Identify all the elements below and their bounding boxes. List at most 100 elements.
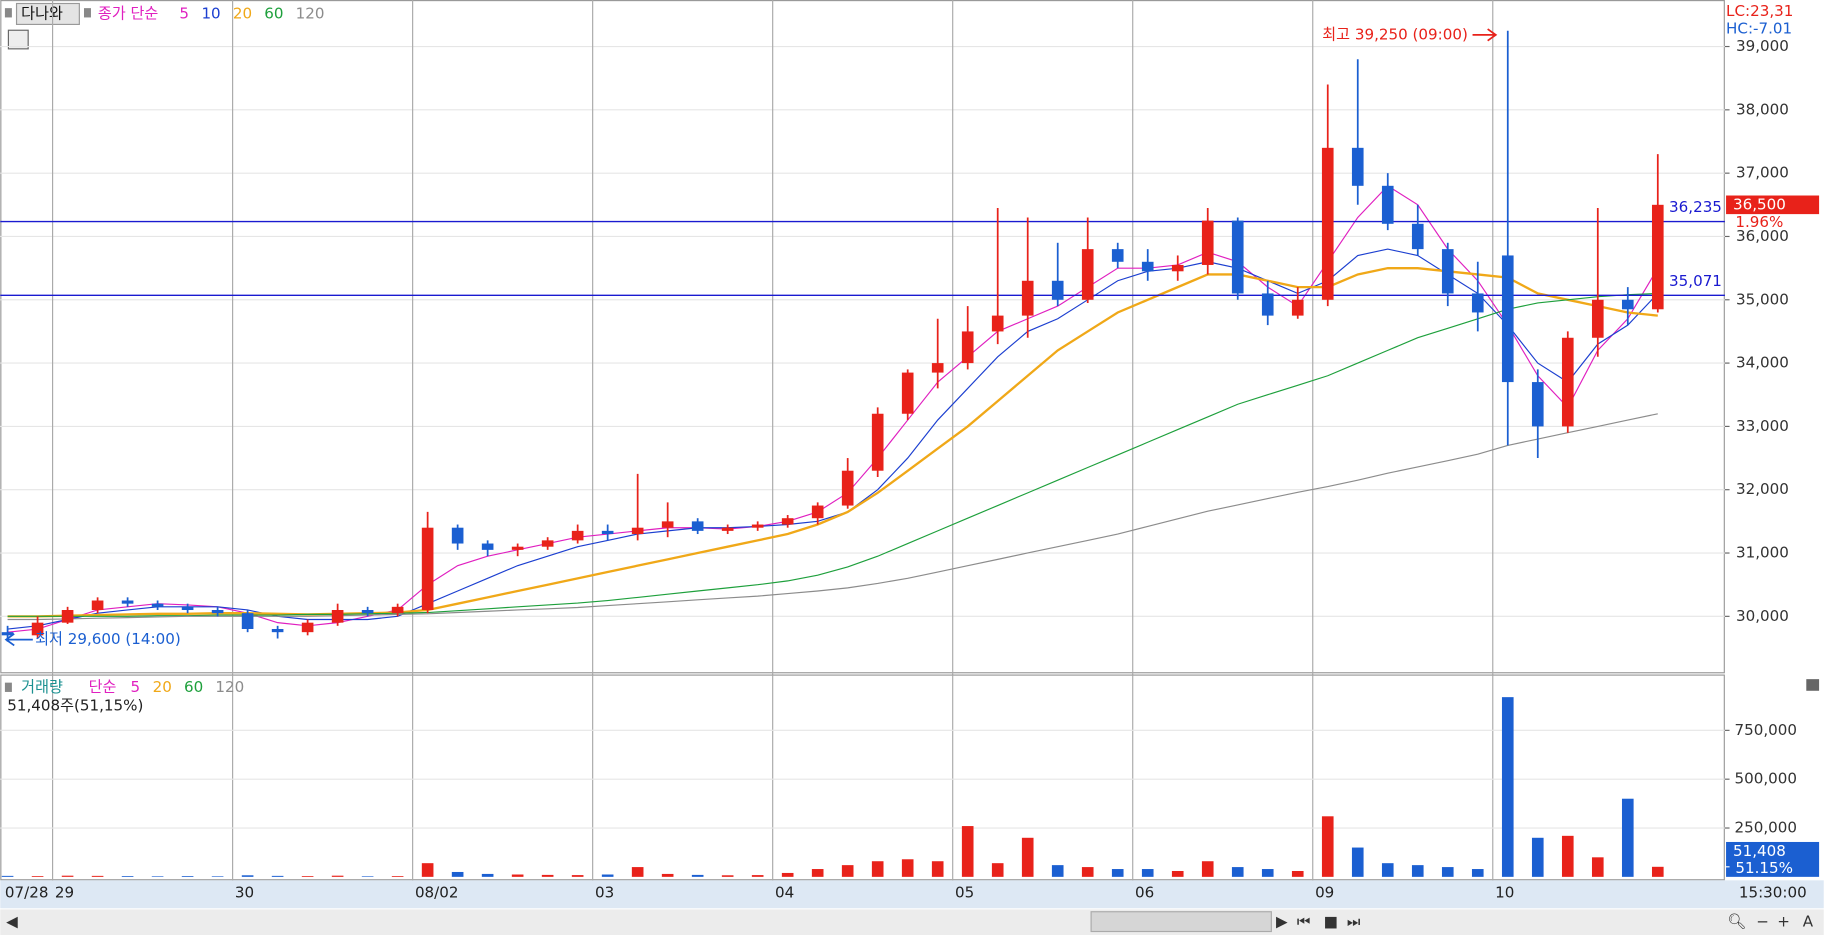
zoom-button[interactable]: 🔍︎ [1727, 913, 1746, 931]
volume-bar [1411, 865, 1424, 877]
candle-body [61, 610, 74, 623]
ma-line [7, 267, 1658, 618]
y-tick-label: 37,000 [1736, 164, 1789, 182]
volume-bar [811, 869, 824, 877]
legend-entry: 120 [215, 678, 244, 696]
low-arrow [4, 633, 33, 647]
volume-bar [481, 873, 494, 877]
volume-bar [271, 875, 284, 877]
last-volume-box [1726, 841, 1820, 877]
candle-body [211, 610, 224, 614]
volume-bar [31, 876, 44, 877]
volume-bar [1171, 870, 1184, 877]
candle-body [1501, 255, 1514, 383]
candle-body [1111, 249, 1124, 262]
legend-entry: 20 [153, 678, 172, 696]
volume-bar [1651, 866, 1664, 877]
candle-body [1471, 293, 1484, 313]
volume-bar [571, 875, 584, 877]
volume-bar [1591, 857, 1604, 877]
candle-body [1381, 185, 1394, 224]
volume-bar [901, 859, 914, 877]
handle-icon [4, 682, 12, 692]
zoom-out[interactable]: − [1756, 913, 1769, 931]
volume-bar [331, 875, 344, 877]
volume-bar [691, 874, 704, 877]
last-volume-label: 51,408 [1733, 842, 1786, 860]
y-tick-label: 31,000 [1736, 544, 1789, 562]
candle-body [1621, 299, 1634, 310]
volume-bar [1261, 869, 1274, 877]
candle-body [1231, 220, 1244, 294]
candle-body [1051, 280, 1064, 300]
candle-body [871, 413, 884, 471]
font-button[interactable]: A [1803, 913, 1814, 931]
y-tick-label: 39,000 [1736, 37, 1789, 55]
candle-body [721, 527, 734, 531]
zoom-in[interactable]: + [1777, 913, 1790, 931]
volume-bar [841, 865, 854, 877]
close-icon[interactable] [1806, 679, 1820, 691]
volume-bar [721, 875, 734, 877]
candle-body [421, 527, 434, 611]
ma-line [7, 413, 1658, 621]
candle-body [811, 505, 824, 519]
candle-body [1141, 261, 1154, 272]
candle-body [481, 543, 494, 550]
stock-name[interactable]: 다나와 [21, 4, 63, 22]
volume-bar [601, 874, 614, 877]
candle-body [1351, 147, 1364, 186]
candle-body [991, 315, 1004, 332]
lc-label: LC:23,31 [1726, 2, 1793, 20]
candle-body [241, 613, 254, 629]
stop-button[interactable]: ■ [1324, 913, 1338, 931]
volume-bar [1051, 865, 1064, 877]
x-tick-label: 04 [775, 884, 794, 902]
volume-bar [1531, 837, 1544, 877]
legend-entry: 20 [233, 4, 252, 22]
legend-label: 종가 단순 [98, 4, 159, 22]
volume-bar [1441, 867, 1454, 877]
support-label: 36,235 [1669, 198, 1722, 216]
last-button[interactable]: ⏭ [1347, 913, 1361, 931]
volume-bar [1561, 835, 1574, 877]
volume-bar [751, 875, 764, 877]
x-axis-strip [0, 880, 1824, 909]
first-button[interactable]: ⏮ [1297, 913, 1311, 931]
candle-body [391, 606, 404, 614]
volume-bar [451, 871, 464, 877]
volume-bar [1231, 867, 1244, 877]
scroll-left[interactable]: ◀ [6, 913, 18, 931]
volume-bar [1021, 837, 1034, 877]
grid-icon[interactable] [7, 29, 29, 50]
x-tick-label: 07/28 [5, 884, 49, 902]
candle-body [511, 546, 524, 550]
candle-body [661, 521, 674, 528]
candle-body [1, 632, 14, 636]
volume-legend-label: 거래량 [21, 678, 63, 696]
candle-body [1081, 249, 1094, 300]
y-tick-label: 250,000 [1735, 819, 1797, 837]
candle-body [961, 331, 974, 364]
time-label: 15:30:00 [1739, 884, 1807, 902]
volume-bar [301, 876, 314, 877]
candle-body [1531, 382, 1544, 427]
volume-bar [931, 861, 944, 877]
volume-bar [1471, 869, 1484, 877]
x-tick-label: 03 [595, 884, 614, 902]
high-annotation: 최고 39,250 (09:00) [1322, 25, 1468, 43]
scroll-right[interactable]: ▶ [1276, 913, 1288, 931]
scrollbar-thumb[interactable] [1090, 911, 1272, 933]
legend-entry: 5 [179, 4, 189, 22]
volume-bar [241, 875, 254, 877]
stock-button[interactable] [15, 2, 80, 26]
candle-body [1201, 220, 1214, 265]
volume-bar [1141, 869, 1154, 877]
candle-body [691, 521, 704, 531]
volume-bar [871, 861, 884, 877]
candle-body [1291, 299, 1304, 316]
candle-body [631, 527, 644, 535]
candle-body [901, 372, 914, 414]
volume-bar [1351, 847, 1364, 877]
